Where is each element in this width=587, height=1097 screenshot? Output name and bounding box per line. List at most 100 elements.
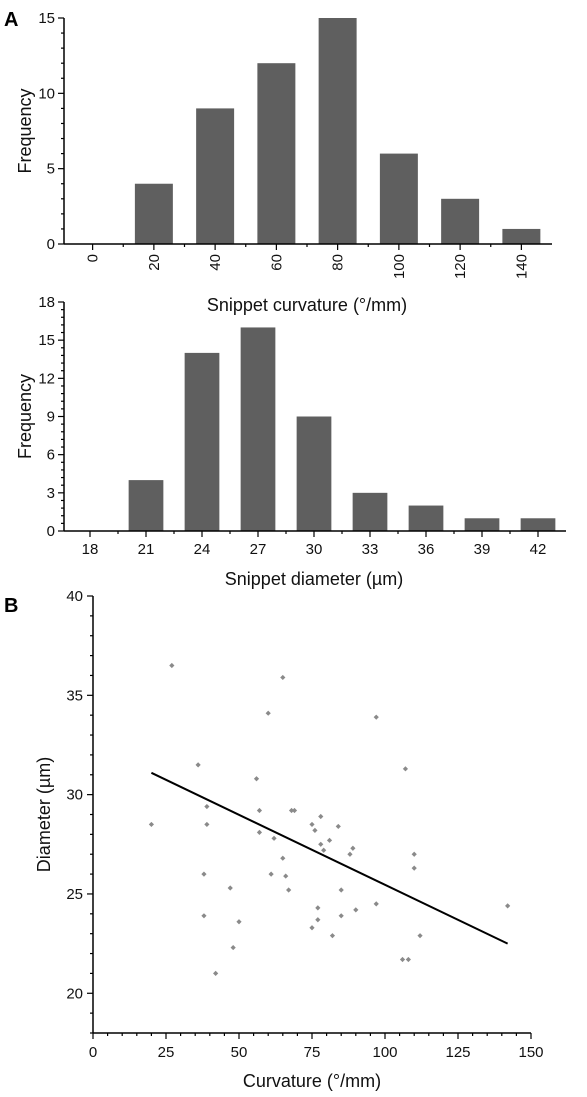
scatter-curvature-vs-diameter: 20 25 30 35 40 0 25 50 75 100 125 150 Curvature (°/m… bbox=[34, 588, 544, 1091]
bar-80 bbox=[318, 18, 357, 244]
bar-39 bbox=[464, 518, 500, 531]
scatter-point bbox=[315, 917, 321, 923]
x-tick-label: 80 bbox=[330, 254, 347, 271]
x-tick-label: 25 bbox=[158, 1044, 175, 1061]
scatter-point bbox=[291, 807, 298, 814]
scatter-point bbox=[347, 851, 353, 857]
scatter-point bbox=[405, 956, 411, 963]
x-tick-label: 120 bbox=[452, 254, 469, 279]
x-tick-label: 30 bbox=[306, 541, 323, 558]
bar-42 bbox=[520, 518, 556, 531]
x-axis-title: Snippet curvature (°/mm) bbox=[207, 295, 407, 315]
scatter-point bbox=[411, 865, 417, 871]
y-tick-label: 3 bbox=[47, 485, 55, 502]
x-tick-label: 75 bbox=[304, 1044, 321, 1061]
scatter-point bbox=[338, 887, 344, 893]
bar-27 bbox=[240, 327, 276, 531]
x-tick-label: 0 bbox=[85, 254, 102, 262]
scatter-point bbox=[195, 762, 201, 768]
y-tick-label: 5 bbox=[47, 161, 55, 178]
x-tick-label: 0 bbox=[89, 1044, 97, 1061]
scatter-point bbox=[288, 807, 295, 814]
scatter-point bbox=[280, 855, 286, 861]
scatter-point bbox=[253, 776, 260, 782]
scatter-point bbox=[315, 905, 321, 911]
y-tick-label: 9 bbox=[47, 409, 55, 426]
y-axis-title: Diameter (µm) bbox=[34, 757, 54, 872]
scatter-point bbox=[318, 841, 324, 847]
y-tick-label: 10 bbox=[38, 85, 55, 102]
scatter-point bbox=[402, 766, 409, 772]
regression-line bbox=[150, 771, 509, 945]
scatter-point bbox=[286, 887, 292, 893]
bar-100 bbox=[379, 153, 418, 244]
x-tick-label: 150 bbox=[518, 1044, 543, 1061]
scatter-point bbox=[268, 871, 274, 877]
bar-60 bbox=[257, 63, 296, 245]
bar-140 bbox=[502, 228, 541, 244]
y-tick-label: 30 bbox=[66, 787, 83, 804]
scatter-point bbox=[326, 837, 333, 843]
scatter-point bbox=[213, 970, 219, 977]
scatter-point bbox=[411, 851, 417, 857]
y-tick-label: 12 bbox=[38, 370, 55, 387]
scatter-point bbox=[148, 821, 154, 828]
scatter-point bbox=[318, 813, 324, 820]
y-tick-label: 0 bbox=[47, 523, 55, 540]
y-tick-label: 25 bbox=[66, 886, 83, 903]
bar-33 bbox=[352, 492, 388, 531]
x-tick-label: 42 bbox=[530, 541, 547, 558]
scatter-point bbox=[417, 933, 423, 939]
scatter-point bbox=[338, 913, 344, 919]
bar-24 bbox=[184, 352, 220, 531]
x-tick-label: 60 bbox=[268, 254, 285, 271]
scatter-point bbox=[169, 662, 175, 669]
scatter-point bbox=[201, 913, 207, 919]
scatter-point bbox=[353, 907, 359, 913]
x-axis-title: Snippet diameter (µm) bbox=[225, 569, 403, 589]
scatter-point bbox=[204, 821, 210, 828]
scatter-point bbox=[283, 873, 289, 879]
x-tick-label: 18 bbox=[82, 541, 99, 558]
x-tick-label: 100 bbox=[391, 254, 408, 279]
y-tick-label: 18 bbox=[38, 294, 55, 311]
y-tick-label: 20 bbox=[66, 985, 83, 1002]
scatter-point bbox=[373, 714, 379, 720]
x-tick-label: 33 bbox=[362, 541, 379, 558]
scatter-point bbox=[309, 925, 315, 931]
y-tick-label: 15 bbox=[38, 10, 55, 27]
scatter-point bbox=[271, 835, 277, 841]
y-tick-label: 6 bbox=[47, 447, 55, 464]
y-tick-label: 15 bbox=[38, 332, 55, 349]
scatter-point bbox=[265, 710, 271, 716]
x-tick-label: 36 bbox=[418, 541, 435, 558]
x-tick-label: 40 bbox=[207, 254, 224, 271]
x-tick-label: 20 bbox=[146, 254, 163, 271]
x-tick-label: 21 bbox=[138, 541, 155, 558]
scatter-point bbox=[204, 803, 210, 810]
y-axis-title: Frequency bbox=[15, 88, 35, 173]
x-tick-label: 27 bbox=[250, 541, 267, 558]
bar-20 bbox=[134, 183, 173, 244]
bar-21 bbox=[128, 480, 164, 531]
x-axis-title: Curvature (°/mm) bbox=[243, 1071, 381, 1091]
x-tick-label: 140 bbox=[513, 254, 530, 279]
y-tick-label: 35 bbox=[66, 687, 83, 704]
y-axis-title: Frequency bbox=[15, 374, 35, 459]
scatter-point bbox=[312, 827, 318, 833]
scatter-point bbox=[350, 845, 356, 851]
scatter-point bbox=[335, 823, 341, 830]
bar-120 bbox=[441, 198, 480, 244]
bar-40 bbox=[196, 108, 235, 245]
scatter-point bbox=[201, 871, 207, 877]
bar-30 bbox=[296, 416, 332, 531]
scatter-point bbox=[321, 847, 327, 853]
scatter-point bbox=[309, 821, 315, 828]
panel-label-a: A bbox=[4, 9, 18, 31]
x-tick-label: 50 bbox=[231, 1044, 248, 1061]
scatter-point bbox=[256, 829, 263, 835]
scatter-point bbox=[256, 807, 263, 814]
y-tick-label: 40 bbox=[66, 588, 83, 605]
